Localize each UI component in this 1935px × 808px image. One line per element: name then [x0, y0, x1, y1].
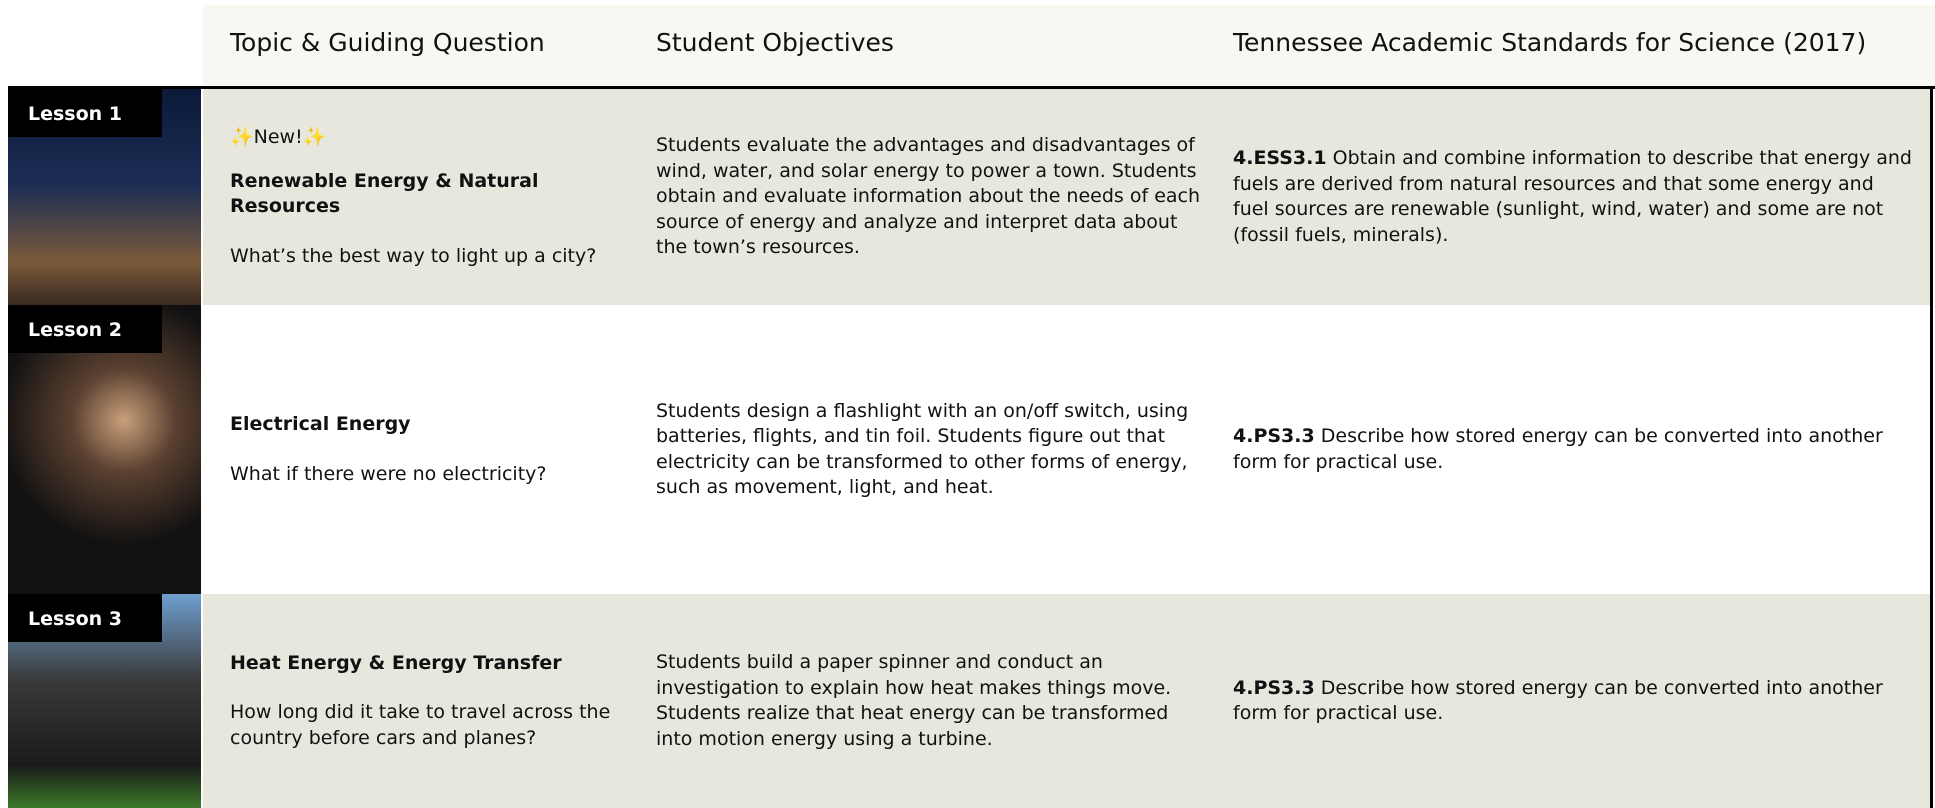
standard-cell: 4.ESS3.1 Obtain and combine information …: [1233, 89, 1913, 305]
lesson-title: Electrical Energy: [230, 413, 411, 435]
header: [203, 5, 1935, 88]
lesson-image: Lesson 3: [8, 594, 201, 808]
lesson-label: Lesson 1: [8, 89, 162, 137]
guiding-question: What if there were no electricity?: [230, 462, 547, 485]
lesson-image: Lesson 2: [8, 305, 201, 594]
lesson-row: Heat Energy & Energy Transfer How long di…: [203, 594, 1933, 808]
badge: ✨New!✨: [230, 126, 327, 148]
lesson-label: Lesson 2: [8, 305, 162, 353]
column-header: Topic & Guiding Question: [230, 28, 545, 57]
lesson-label: Lesson 3: [8, 594, 162, 642]
standard: 4.ESS3.1 Obtain and combine information …: [1233, 146, 1913, 248]
topic-cell: Electrical Energy What if there were no e…: [230, 305, 630, 594]
guiding-question: How long did it take to travel across th…: [230, 701, 611, 749]
column-header: Student Objectives: [656, 28, 894, 57]
standard-code: 4.PS3.3: [1233, 676, 1315, 699]
standard-code: 4.PS3.3: [1233, 425, 1315, 447]
standard: 4.PS3.3 Describe how stored energy can b…: [1233, 424, 1913, 475]
standard: 4.PS3.3 Describe how stored energy can b…: [1233, 676, 1913, 727]
lesson-image: Lesson 1: [8, 89, 201, 305]
lesson-row: Electrical Energy What if there were no e…: [203, 305, 1933, 594]
standard-text: Describe how stored energy can be conver…: [1233, 676, 1883, 725]
objectives: Students evaluate the advantages and dis…: [656, 134, 1201, 259]
standard-text: Describe how stored energy can be conver…: [1233, 425, 1883, 473]
lesson-row: ✨New!✨ Renewable Energy & Natural Resourc…: [203, 89, 1933, 305]
standard-text: Obtain and combine information to descri…: [1233, 147, 1912, 246]
objectives: Students build a paper spinner and condu…: [656, 651, 1172, 750]
objectives: Students design a flashlight with an on/…: [656, 399, 1189, 499]
guiding-question: What’s the best way to light up a city?: [230, 244, 597, 267]
lesson-title: Renewable Energy & Natural Resources: [230, 169, 539, 218]
divider: [8, 86, 1935, 89]
topic-cell: Heat Energy & Energy Transfer How long di…: [230, 594, 630, 808]
standard-cell: 4.PS3.3 Describe how stored energy can b…: [1233, 594, 1913, 808]
objectives-cell: Students evaluate the advantages and dis…: [656, 89, 1206, 305]
topic-cell: ✨New!✨ Renewable Energy & Natural Resourc…: [230, 89, 630, 305]
objectives-cell: Students build a paper spinner and condu…: [656, 594, 1206, 808]
standard-code: 4.ESS3.1: [1233, 147, 1327, 169]
lesson-title: Heat Energy & Energy Transfer: [230, 651, 562, 674]
standard-cell: 4.PS3.3 Describe how stored energy can b…: [1233, 305, 1913, 594]
objectives-cell: Students design a flashlight with an on/…: [656, 305, 1206, 594]
column-header: Tennessee Academic Standards for Science…: [1233, 28, 1867, 57]
